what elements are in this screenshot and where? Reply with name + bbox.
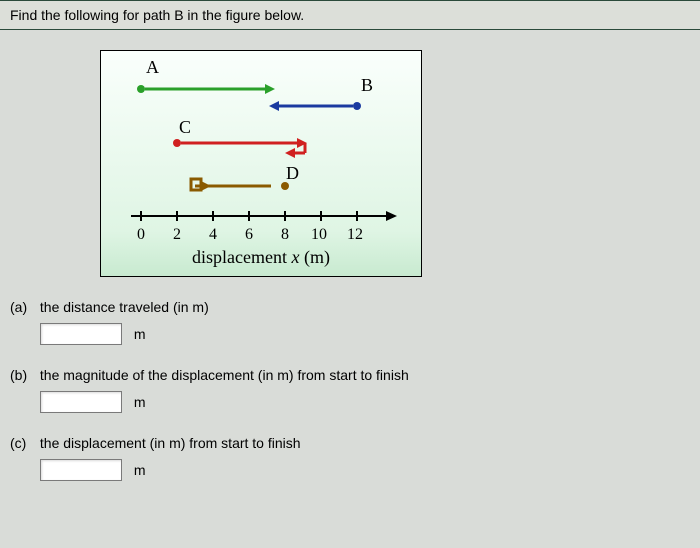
tick-0: 0 bbox=[137, 226, 145, 243]
part-a: (a) the distance traveled (in m) m bbox=[10, 299, 700, 345]
figure: A B C D bbox=[100, 50, 422, 277]
axis-label: displacement x (m) bbox=[192, 247, 330, 268]
part-c-label: (c) bbox=[10, 435, 36, 451]
part-b-text: the magnitude of the displacement (in m)… bbox=[40, 367, 409, 383]
part-a-unit: m bbox=[134, 326, 146, 342]
path-a-label: A bbox=[146, 57, 159, 77]
path-a-arrow bbox=[265, 84, 275, 94]
figure-svg: A B C D bbox=[101, 51, 421, 276]
path-b-dot bbox=[353, 102, 361, 110]
path-c-label: C bbox=[179, 117, 191, 137]
part-a-input[interactable] bbox=[40, 323, 122, 345]
part-b-label: (b) bbox=[10, 367, 36, 383]
tick-4: 4 bbox=[209, 226, 217, 243]
questions: (a) the distance traveled (in m) m (b) t… bbox=[10, 299, 700, 481]
part-c-text: the displacement (in m) from start to fi… bbox=[40, 435, 301, 451]
tick-10: 10 bbox=[311, 226, 327, 243]
tick-12: 12 bbox=[347, 226, 363, 243]
tick-2: 2 bbox=[173, 226, 181, 243]
part-b: (b) the magnitude of the displacement (i… bbox=[10, 367, 700, 413]
path-d-dot bbox=[281, 182, 289, 190]
part-c-input[interactable] bbox=[40, 459, 122, 481]
part-c: (c) the displacement (in m) from start t… bbox=[10, 435, 700, 481]
part-a-label: (a) bbox=[10, 299, 36, 315]
part-c-unit: m bbox=[134, 462, 146, 478]
question-prompt: Find the following for path B in the fig… bbox=[0, 0, 700, 30]
part-b-input[interactable] bbox=[40, 391, 122, 413]
part-a-text: the distance traveled (in m) bbox=[40, 299, 209, 315]
path-c-arrow2 bbox=[285, 148, 295, 158]
tick-6: 6 bbox=[245, 226, 253, 243]
path-a-dot bbox=[137, 85, 145, 93]
path-b-arrow bbox=[269, 101, 279, 111]
tick-8: 8 bbox=[281, 226, 289, 243]
axis-arrow bbox=[386, 211, 397, 221]
path-d-label: D bbox=[286, 163, 299, 183]
part-b-unit: m bbox=[134, 394, 146, 410]
path-c-dot bbox=[173, 139, 181, 147]
path-b-label: B bbox=[361, 75, 373, 95]
